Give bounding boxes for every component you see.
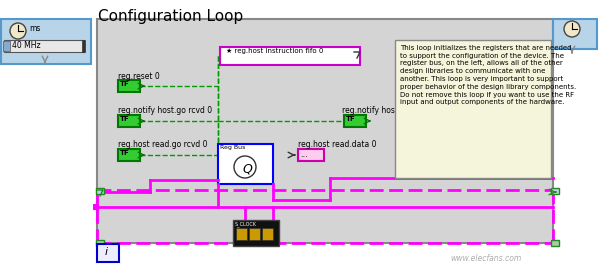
- Text: Reg Bus: Reg Bus: [220, 145, 245, 150]
- Bar: [96, 240, 104, 246]
- Bar: [93, 204, 99, 210]
- Bar: [233, 220, 279, 246]
- Text: This loop initializes the registers that are needed
to support the configuration: This loop initializes the registers that…: [400, 45, 576, 105]
- Bar: [118, 80, 140, 92]
- Text: ★ reg.host instruction fifo 0: ★ reg.host instruction fifo 0: [226, 48, 323, 54]
- Text: TF: TF: [120, 150, 130, 156]
- Text: TF: TF: [346, 116, 356, 122]
- Bar: [236, 228, 247, 240]
- Bar: [1, 19, 91, 64]
- Text: 40 MHz: 40 MHz: [12, 41, 41, 50]
- Bar: [298, 149, 324, 161]
- Text: ...: ...: [300, 150, 308, 159]
- Bar: [96, 188, 104, 194]
- Text: ms: ms: [29, 24, 40, 33]
- Bar: [4, 40, 84, 52]
- Bar: [97, 19, 553, 243]
- Text: TF: TF: [120, 116, 130, 122]
- Bar: [218, 144, 273, 184]
- Bar: [118, 149, 140, 161]
- Text: reg.host read.go rcvd 0: reg.host read.go rcvd 0: [118, 140, 208, 149]
- Bar: [551, 240, 559, 246]
- Bar: [118, 115, 140, 127]
- Bar: [395, 40, 551, 178]
- Bar: [97, 244, 119, 262]
- Bar: [82, 40, 85, 52]
- Text: TF: TF: [120, 81, 130, 87]
- Bar: [220, 47, 360, 65]
- Text: Q: Q: [242, 163, 252, 176]
- Circle shape: [234, 156, 256, 178]
- Bar: [3, 41, 10, 51]
- Text: reg.host read.data 0: reg.host read.data 0: [298, 140, 377, 149]
- Bar: [344, 115, 366, 127]
- Circle shape: [10, 23, 26, 39]
- Text: www.elecfans.com: www.elecfans.com: [450, 254, 521, 263]
- Text: i: i: [105, 247, 108, 257]
- Text: Configuration Loop: Configuration Loop: [98, 9, 243, 24]
- Text: reg.notify host.go rcvd 0: reg.notify host.go rcvd 0: [118, 106, 212, 115]
- Bar: [551, 188, 559, 194]
- Text: reg.reset 0: reg.reset 0: [118, 72, 160, 81]
- Text: S_CLOCK: S_CLOCK: [235, 221, 257, 227]
- Circle shape: [564, 21, 580, 37]
- Bar: [553, 19, 597, 49]
- Text: reg.notify host.go 0: reg.notify host.go 0: [342, 106, 417, 115]
- Bar: [262, 228, 273, 240]
- Bar: [249, 228, 260, 240]
